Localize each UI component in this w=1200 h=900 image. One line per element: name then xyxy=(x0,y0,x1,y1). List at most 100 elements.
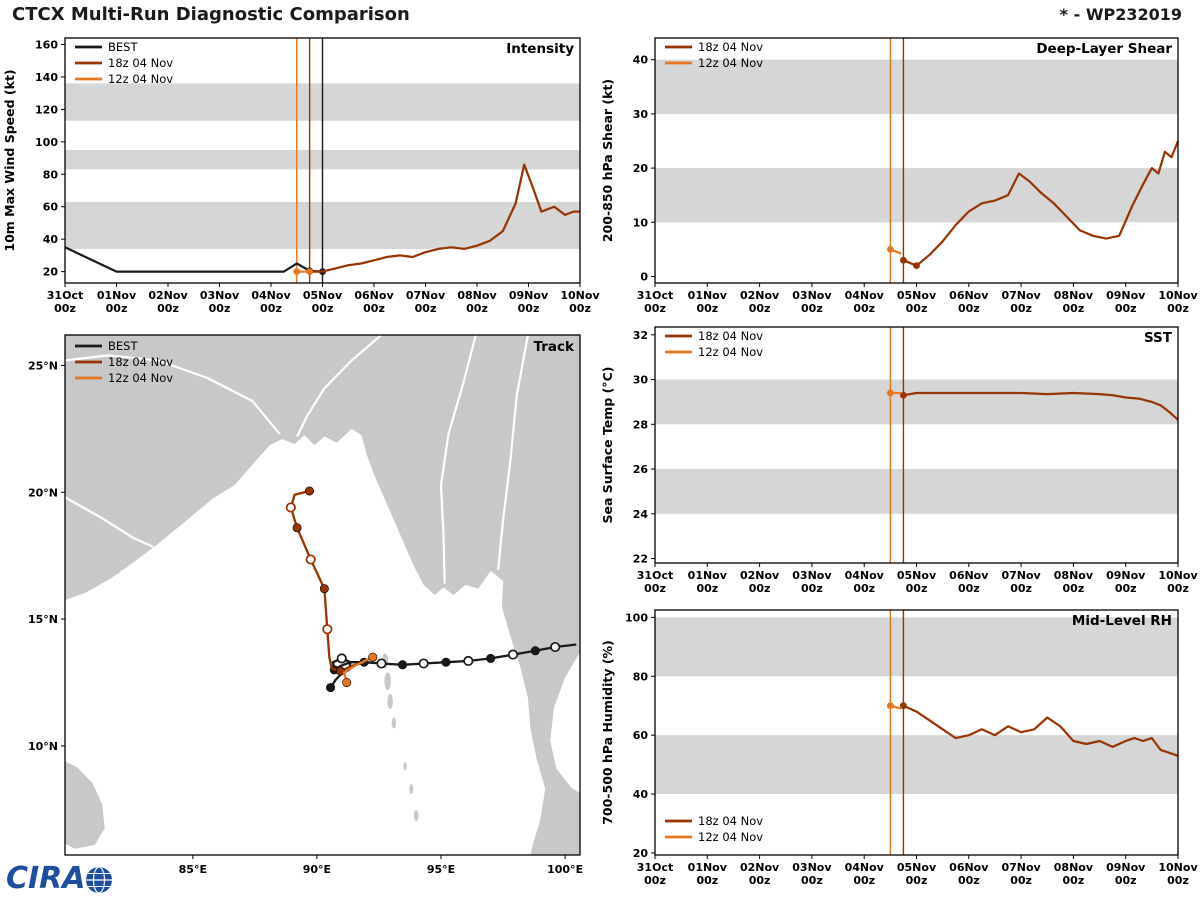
lat-tick-label: 15°N xyxy=(28,613,58,626)
deep-layer-shear-chart: 01020304031Oct00z01Nov00z02Nov00z03Nov00… xyxy=(600,37,1198,315)
x-tick-sublabel: 00z xyxy=(1167,874,1189,887)
sri-lanka-land xyxy=(65,761,105,849)
y-tick-label: 24 xyxy=(633,508,649,521)
y-tick-label: 20 xyxy=(633,162,649,175)
y-tick-label: 60 xyxy=(633,729,649,742)
shaded-band xyxy=(655,735,1178,795)
y-tick-label: 0 xyxy=(640,270,648,283)
x-tick-sublabel: 00z xyxy=(906,582,928,595)
x-tick-sublabel: 00z xyxy=(801,874,823,887)
intensity-series-best xyxy=(64,246,323,273)
rh-panel-title: Mid-Level RH xyxy=(1072,613,1172,629)
river xyxy=(65,354,281,435)
shaded-band xyxy=(655,379,1178,425)
x-tick-label: 04Nov xyxy=(845,569,885,582)
x-tick-sublabel: 00z xyxy=(958,302,980,315)
marker-filled xyxy=(886,702,894,710)
shaded-band xyxy=(655,59,1178,114)
x-tick-sublabel: 00z xyxy=(1010,874,1032,887)
track-marker-open xyxy=(418,658,429,669)
track-marker-filled xyxy=(319,584,329,594)
x-tick-label: 31Oct xyxy=(637,569,673,582)
map-area xyxy=(65,335,580,855)
track-marker-filled xyxy=(530,646,540,656)
legend-label-run18: 18z 04 Nov xyxy=(108,56,173,70)
track-line-run12 xyxy=(343,656,374,683)
x-tick-label: 09Nov xyxy=(1106,569,1146,582)
y-tick-label: 28 xyxy=(633,418,648,431)
shaded-band xyxy=(655,168,1178,223)
x-tick-sublabel: 00z xyxy=(696,874,718,887)
intensity-plot-area: 2040608010012014016031Oct00z01Nov00z02No… xyxy=(2,37,600,315)
y-tick-label: 32 xyxy=(633,329,648,342)
x-tick-sublabel: 00z xyxy=(696,582,718,595)
y-tick-label: 80 xyxy=(633,670,649,683)
x-tick-label: 05Nov xyxy=(897,861,937,874)
intensity-series-run18 xyxy=(309,163,580,273)
shear-panel-title: Deep-Layer Shear xyxy=(1036,41,1172,57)
sst-panel-title: SST xyxy=(1144,330,1173,346)
x-tick-label: 10Nov xyxy=(1158,861,1198,874)
x-tick-label: 03Nov xyxy=(792,861,832,874)
x-tick-label: 03Nov xyxy=(792,569,832,582)
track-marker-filled xyxy=(326,683,336,693)
x-tick-label: 10Nov xyxy=(560,289,600,302)
lon-tick-label: 85°E xyxy=(179,863,207,876)
y-tick-label: 22 xyxy=(633,553,648,566)
x-tick-sublabel: 00z xyxy=(644,582,666,595)
lat-tick-label: 25°N xyxy=(28,359,58,372)
shaded-band xyxy=(655,617,1178,677)
shear-series-run18 xyxy=(902,140,1180,267)
legend-label-run12: 12z 04 Nov xyxy=(108,371,173,385)
x-tick-sublabel: 00z xyxy=(1063,874,1085,887)
mid-level-rh-chart: 2040608010031Oct00z01Nov00z02Nov00z03Nov… xyxy=(600,609,1198,887)
x-tick-sublabel: 00z xyxy=(749,874,771,887)
track-marker-open xyxy=(463,655,474,667)
x-tick-sublabel: 00z xyxy=(853,582,875,595)
x-tick-sublabel: 00z xyxy=(958,874,980,887)
legend-label-run12: 12z 04 Nov xyxy=(698,830,763,844)
legend-label-run12: 12z 04 Nov xyxy=(698,56,763,70)
island xyxy=(384,672,391,691)
x-tick-sublabel: 00z xyxy=(749,582,771,595)
marker-filled xyxy=(293,268,301,276)
x-tick-sublabel: 00z xyxy=(312,302,334,315)
page-header: CTCX Multi-Run Diagnostic Comparison * -… xyxy=(0,0,1200,28)
legend-label-run12: 12z 04 Nov xyxy=(108,72,173,86)
marker-filled xyxy=(306,268,314,276)
sst-chart: 22242628303231Oct00z01Nov00z02Nov00z03No… xyxy=(600,326,1198,595)
x-tick-sublabel: 00z xyxy=(801,302,823,315)
track-panel-title: Track xyxy=(534,339,575,355)
track-marker-filled xyxy=(292,523,302,533)
x-tick-sublabel: 00z xyxy=(1010,302,1032,315)
island xyxy=(387,693,393,710)
x-tick-sublabel: 00z xyxy=(1010,582,1032,595)
marker-filled xyxy=(886,245,894,253)
intensity-y-axis-label: 10m Max Wind Speed (kt) xyxy=(2,69,17,251)
legend-label-best: BEST xyxy=(108,339,138,353)
x-tick-label: 06Nov xyxy=(949,289,989,302)
x-tick-label: 07Nov xyxy=(1001,861,1041,874)
x-tick-label: 08Nov xyxy=(1054,289,1094,302)
lon-tick-label: 90°E xyxy=(303,863,331,876)
track-marker-open xyxy=(305,554,316,565)
x-tick-label: 31Oct xyxy=(637,861,673,874)
x-tick-sublabel: 00z xyxy=(54,302,76,315)
track-map: 85°E 90°E 95°E 100°E 10°N 15°N 20°N 25°N Track BE… xyxy=(28,334,583,876)
x-tick-sublabel: 00z xyxy=(1167,582,1189,595)
river xyxy=(65,496,154,548)
x-tick-label: 07Nov xyxy=(406,289,446,302)
y-tick-label: 30 xyxy=(633,108,649,121)
legend-label-run12: 12z 04 Nov xyxy=(698,345,763,359)
legend-label-best: BEST xyxy=(108,40,138,54)
legend-label-run18: 18z 04 Nov xyxy=(698,329,763,343)
x-tick-sublabel: 00z xyxy=(1167,302,1189,315)
x-tick-sublabel: 00z xyxy=(853,302,875,315)
x-tick-label: 01Nov xyxy=(688,861,728,874)
x-tick-label: 01Nov xyxy=(688,289,728,302)
y-tick-label: 10 xyxy=(633,216,649,229)
track-marker-filled xyxy=(342,678,352,688)
y-tick-label: 160 xyxy=(35,38,58,51)
x-tick-sublabel: 00z xyxy=(749,302,771,315)
